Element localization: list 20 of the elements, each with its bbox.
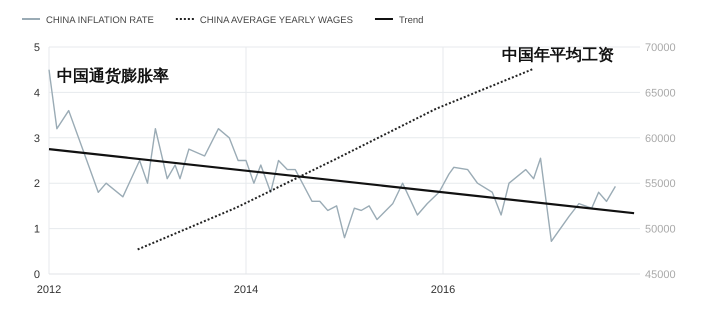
annotation: 中国通货膨胀率	[57, 66, 169, 85]
legend-label: CHINA INFLATION RATE	[46, 15, 154, 26]
y2-tick-label: 65000	[645, 87, 676, 100]
x-tick-label: 2014	[234, 284, 258, 296]
y-tick-label: 0	[34, 269, 40, 281]
y2-tick-label: 60000	[645, 132, 676, 145]
y2-tick-label: 55000	[645, 178, 676, 190]
annotation: 中国年平均工资	[502, 46, 614, 64]
y-tick-label: 2	[34, 178, 40, 190]
x-tick-label: 2012	[36, 284, 62, 296]
y-tick-label: 5	[34, 42, 40, 54]
y-tick-label: 3	[34, 132, 40, 145]
y-tick-label: 4	[34, 87, 40, 100]
y2-tick-label: 50000	[645, 224, 676, 236]
x-tick-label: 2016	[430, 284, 456, 296]
legend-label: CHINA AVERAGE YEARLY WAGES	[200, 15, 353, 26]
y-tick-label: 1	[34, 224, 40, 236]
legend-label: Trend	[398, 15, 424, 26]
y2-tick-label: 70000	[645, 42, 676, 54]
y2-tick-label: 45000	[645, 269, 676, 281]
